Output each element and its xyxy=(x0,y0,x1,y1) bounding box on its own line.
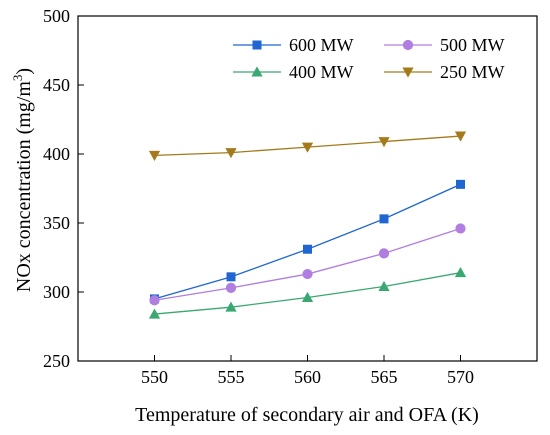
y-tick-label: 350 xyxy=(43,213,70,233)
legend-item: 400 MW xyxy=(233,62,354,82)
y-axis-title-main: NOx concentration (mg/m xyxy=(13,81,35,292)
triangle-down-marker xyxy=(225,148,237,159)
y-tick-label: 300 xyxy=(43,282,70,302)
circle-marker xyxy=(149,295,160,306)
triangle-up-marker xyxy=(251,66,263,77)
x-tick-label: 570 xyxy=(447,367,474,387)
triangle-up-marker xyxy=(378,280,390,291)
y-axis: 250 300 350 400 450 500 xyxy=(43,6,84,371)
series-250-mw xyxy=(148,131,467,162)
legend-label: 250 MW xyxy=(440,62,505,82)
legend-label: 600 MW xyxy=(289,35,354,55)
y-tick-label: 250 xyxy=(43,351,70,371)
series-line xyxy=(154,183,461,300)
legend-item: 250 MW xyxy=(384,62,505,82)
series-500-mw xyxy=(149,223,466,306)
square-marker xyxy=(379,214,389,224)
legend-label: 500 MW xyxy=(440,35,505,55)
y-axis-title-close: ) xyxy=(13,68,35,75)
square-marker xyxy=(456,179,465,189)
y-tick-label: 400 xyxy=(43,144,70,164)
triangle-down-marker xyxy=(378,137,390,148)
legend: 600 MW 500 MW 400 MW 250 MW xyxy=(233,35,505,82)
square-marker xyxy=(252,40,262,50)
circle-marker xyxy=(378,248,390,259)
triangle-down-marker xyxy=(301,142,314,153)
legend-item: 500 MW xyxy=(384,35,505,55)
y-axis-title-superscript: 3 xyxy=(10,75,25,82)
x-axis: 550 555 560 565 570 xyxy=(141,355,474,387)
legend-item: 600 MW xyxy=(233,35,354,55)
triangle-down-marker xyxy=(148,150,161,162)
triangle-up-marker xyxy=(225,301,237,312)
series-line xyxy=(154,227,461,301)
circle-marker xyxy=(455,223,466,234)
y-tick-label: 450 xyxy=(43,75,70,95)
triangle-down-marker xyxy=(402,67,414,78)
triangle-up-marker xyxy=(301,291,314,303)
triangle-up-marker xyxy=(454,267,467,278)
square-marker xyxy=(226,272,236,282)
x-axis-title: Temperature of secondary air and OFA (K) xyxy=(135,404,479,426)
circle-marker xyxy=(402,39,414,51)
series-layer xyxy=(148,131,467,319)
series-400-mw xyxy=(148,267,467,319)
y-tick-label: 500 xyxy=(43,6,70,26)
circle-marker xyxy=(302,268,313,280)
square-marker xyxy=(303,244,312,254)
legend-label: 400 MW xyxy=(289,62,354,82)
series-600-mw xyxy=(150,179,465,304)
x-tick-label: 560 xyxy=(294,367,321,387)
triangle-up-marker xyxy=(148,308,161,319)
y-axis-title: NOx concentration (mg/m3) xyxy=(10,68,35,292)
x-tick-label: 550 xyxy=(141,367,168,387)
x-tick-label: 565 xyxy=(371,367,398,387)
x-tick-label: 555 xyxy=(218,367,245,387)
circle-marker xyxy=(225,282,237,293)
triangle-down-marker xyxy=(454,131,467,142)
